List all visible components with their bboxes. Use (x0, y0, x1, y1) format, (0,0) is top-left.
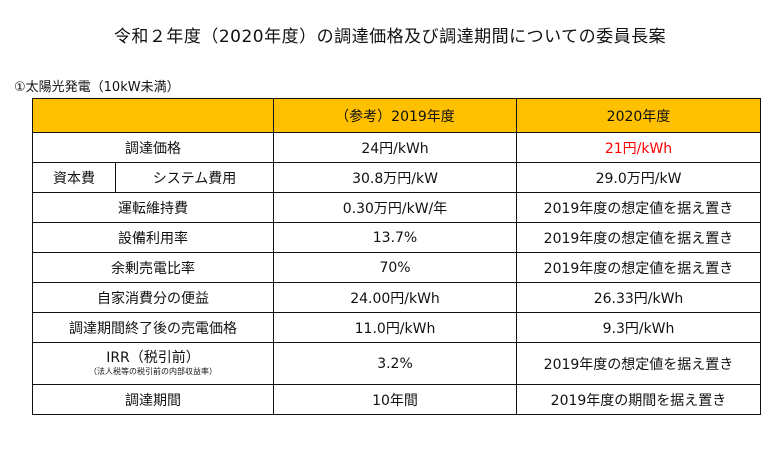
cell-selfuse-2020: 26.33円/kWh (516, 282, 761, 313)
header-2020: 2020年度 (516, 98, 761, 133)
row-label-selfuse: 自家消費分の便益 (32, 282, 274, 313)
row-label-period: 調達期間 (32, 384, 274, 415)
row-label-price: 調達価格 (32, 132, 274, 163)
row-group-capex: 資本費 (32, 162, 116, 193)
section-subtitle: ①太陽光発電（10kW未満） (14, 80, 180, 95)
cell-system-cost-2020: 29.0万円/kW (516, 162, 761, 193)
row-label-system-cost: システム費用 (115, 162, 274, 193)
cell-irr-2019: 3.2% (273, 342, 517, 385)
table-row: 運転維持費 0.30万円/kW/年 2019年度の想定値を据え置き (32, 192, 761, 223)
table-row: 余剰売電比率 70% 2019年度の想定値を据え置き (32, 252, 761, 283)
header-2019: （参考）2019年度 (273, 98, 517, 133)
table-row: 資本費 システム費用 30.8万円/kW 29.0万円/kW (32, 162, 761, 193)
table-header-row: （参考）2019年度 2020年度 (32, 98, 761, 133)
row-label-capacity: 設備利用率 (32, 222, 274, 253)
table-row: 自家消費分の便益 24.00円/kWh 26.33円/kWh (32, 282, 761, 313)
cell-irr-2020: 2019年度の想定値を据え置き (516, 342, 761, 385)
row-note-irr: （法人税等の税引前の内部収益率） (89, 367, 217, 376)
cell-opex-2020: 2019年度の想定値を据え置き (516, 192, 761, 223)
cell-capacity-2019: 13.7% (273, 222, 517, 253)
cell-capacity-2020: 2019年度の想定値を据え置き (516, 222, 761, 253)
cell-price-2020: 21円/kWh (516, 132, 761, 163)
row-label-irr: IRR（税引前） (106, 350, 200, 366)
table-row: IRR（税引前） （法人税等の税引前の内部収益率） 3.2% 2019年度の想定… (32, 342, 761, 385)
cell-price-2019: 24円/kWh (273, 132, 517, 163)
row-label-irr-cell: IRR（税引前） （法人税等の税引前の内部収益率） (32, 342, 274, 385)
cell-surplus-2019: 70% (273, 252, 517, 283)
cell-surplus-2020: 2019年度の想定値を据え置き (516, 252, 761, 283)
table-row: 調達期間 10年間 2019年度の期間を据え置き (32, 384, 761, 415)
page-title: 令和２年度（2020年度）の調達価格及び調達期間についての委員長案 (113, 27, 667, 47)
row-label-postperiod: 調達期間終了後の売電価格 (32, 312, 274, 343)
row-label-opex: 運転維持費 (32, 192, 274, 223)
header-blank-cell (32, 98, 274, 133)
table-row: 設備利用率 13.7% 2019年度の想定値を据え置き (32, 222, 761, 253)
cell-postperiod-2020: 9.3円/kWh (516, 312, 761, 343)
table-row: 調達期間終了後の売電価格 11.0円/kWh 9.3円/kWh (32, 312, 761, 343)
procurement-price-table: （参考）2019年度 2020年度 調達価格 24円/kWh 21円/kWh 資… (32, 98, 761, 415)
cell-postperiod-2019: 11.0円/kWh (273, 312, 517, 343)
cell-opex-2019: 0.30万円/kW/年 (273, 192, 517, 223)
cell-system-cost-2019: 30.8万円/kW (273, 162, 517, 193)
row-label-surplus: 余剰売電比率 (32, 252, 274, 283)
cell-period-2020: 2019年度の期間を据え置き (516, 384, 761, 415)
cell-selfuse-2019: 24.00円/kWh (273, 282, 517, 313)
table-row: 調達価格 24円/kWh 21円/kWh (32, 132, 761, 163)
cell-period-2019: 10年間 (273, 384, 517, 415)
